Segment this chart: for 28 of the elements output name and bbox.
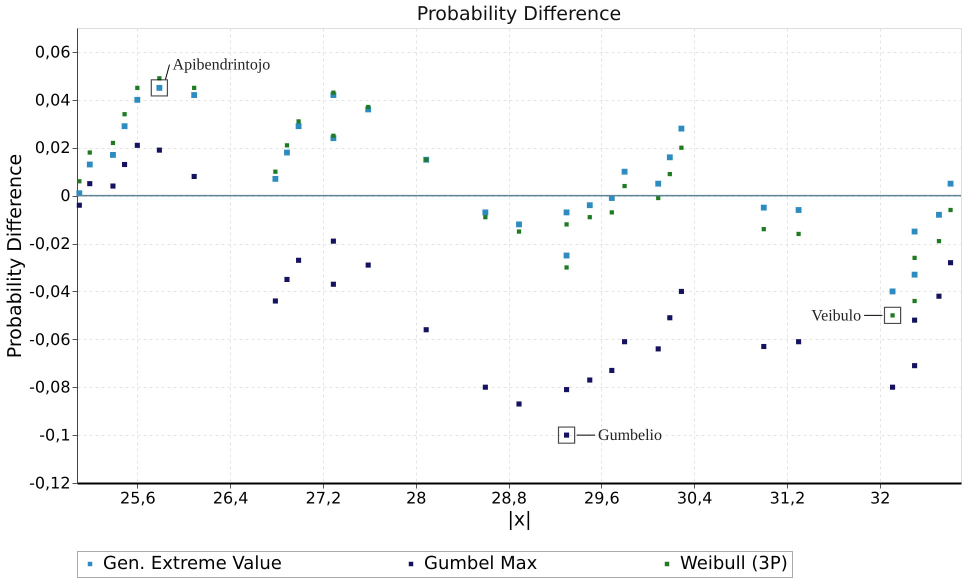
legend-label: Weibull (3P) [680, 553, 788, 574]
y-tick-label: -0,1 [39, 426, 70, 445]
x-axis-title: |x| [507, 508, 532, 530]
y-tick-label: -0,04 [29, 282, 70, 301]
y-tick-label: -0,12 [29, 474, 70, 492]
y-tick-label: 0,06 [34, 42, 70, 62]
annotation: Apibendrintojo [172, 56, 270, 74]
legend-label: Gen. Extreme Value [103, 553, 282, 574]
x-tick-label: 32 [870, 488, 890, 508]
x-tick-label: 30,4 [676, 488, 712, 508]
annotation: Gumbelio [598, 427, 662, 444]
y-tick-label: 0,02 [34, 138, 70, 158]
y-tick-label: -0,02 [29, 234, 70, 254]
x-tick-label: 29,6 [584, 488, 620, 508]
y-tick-label: -0,08 [29, 378, 70, 397]
x-tick-label: 27,2 [306, 488, 342, 508]
y-axis-title: Probability Difference [4, 154, 26, 358]
chart-title: Probability Difference [416, 3, 622, 25]
x-tick-label: 28,8 [491, 488, 527, 508]
x-tick-label: 28 [406, 488, 426, 508]
y-tick-label: 0,04 [34, 90, 70, 110]
legend-label: Gumbel Max [424, 553, 538, 574]
x-tick-label: 26,4 [212, 488, 248, 508]
y-tick-label: -0,06 [29, 330, 70, 349]
x-tick-label: 25,6 [120, 488, 156, 508]
annotation: Veibulo [811, 307, 862, 324]
y-tick-label: 0 [60, 186, 70, 206]
x-tick-label: 31,2 [770, 488, 806, 508]
